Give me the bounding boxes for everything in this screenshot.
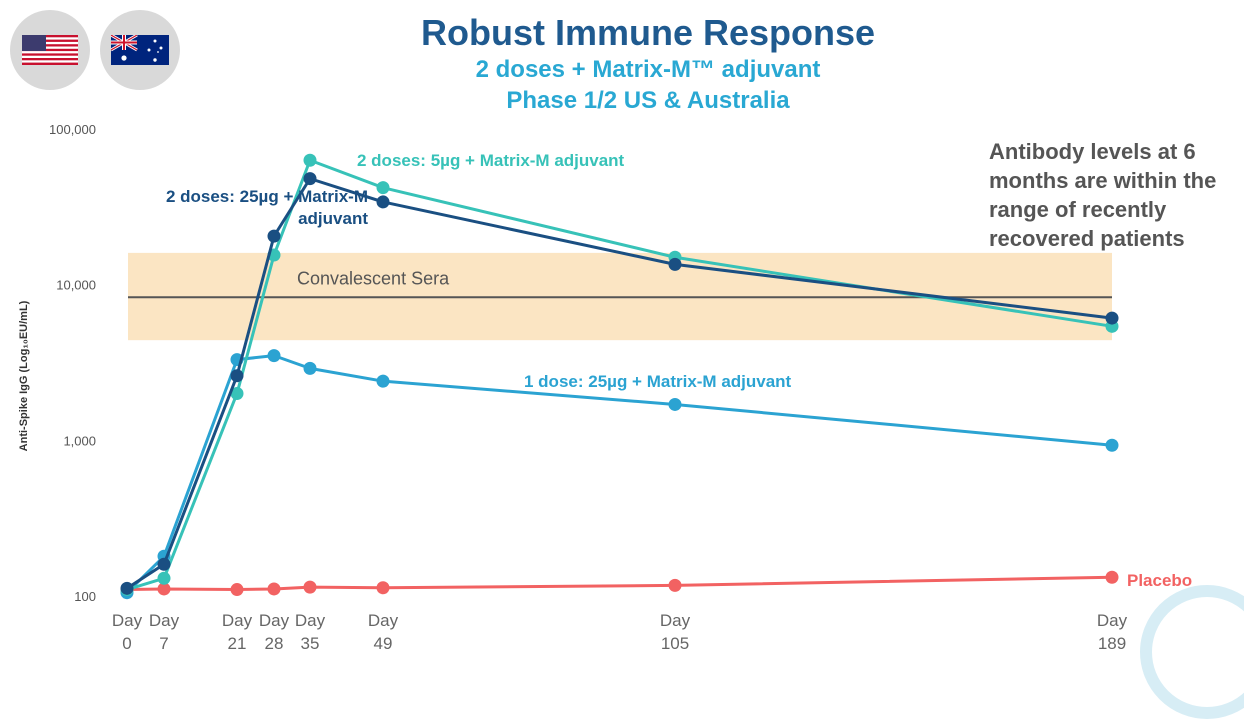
data-point xyxy=(1105,311,1119,325)
australia-flag-badge xyxy=(100,10,180,90)
data-point xyxy=(303,172,317,186)
data-point xyxy=(303,153,317,167)
data-point xyxy=(668,257,682,271)
us-flag-badge xyxy=(10,10,90,90)
data-point xyxy=(157,557,171,571)
x-tick-label: Day xyxy=(368,611,399,630)
x-tick-label: Day xyxy=(222,611,253,630)
x-tick-value: 35 xyxy=(301,634,320,653)
data-point xyxy=(668,397,682,411)
series-line xyxy=(126,575,1113,592)
y-tick-label: 10,000 xyxy=(56,278,96,293)
data-point xyxy=(267,229,281,243)
page-title: Robust Immune Response xyxy=(420,12,876,53)
x-tick-label: Day xyxy=(259,611,290,630)
x-tick-label: Day xyxy=(112,611,143,630)
us-flag-icon xyxy=(22,35,78,65)
x-tick-value: 7 xyxy=(159,634,168,653)
data-point xyxy=(1105,438,1119,452)
y-tick-label: 1,000 xyxy=(63,433,96,448)
series-label: 1 dose: 25µg + Matrix-M adjuvant xyxy=(524,372,792,391)
series-label: 2 doses: 25µg + Matrix-M xyxy=(166,187,368,206)
x-tick-value: 28 xyxy=(265,634,284,653)
data-point xyxy=(230,386,244,400)
x-tick-value: 105 xyxy=(661,634,689,653)
x-tick-label: Day xyxy=(660,611,691,630)
immune-response-chart: Convalescent Sera 100 1,000 10,000 100,000 Da… xyxy=(49,122,1192,653)
antibody-annotation: Antibody levels at 6 months are within t… xyxy=(989,139,1217,251)
series-label: 2 doses: 5µg + Matrix-M adjuvant xyxy=(357,151,625,170)
x-tick-value: 189 xyxy=(1098,634,1126,653)
data-point xyxy=(157,582,171,596)
x-tick-label: Day xyxy=(1097,611,1128,630)
series-label: adjuvant xyxy=(298,209,368,228)
data-point xyxy=(267,349,281,363)
data-point xyxy=(230,369,244,383)
series-line xyxy=(126,177,1113,590)
data-point xyxy=(376,181,390,195)
x-tick-value: 0 xyxy=(122,634,131,653)
series-line xyxy=(125,354,1113,594)
subtitle-dosing: 2 doses + Matrix-M™ adjuvant xyxy=(475,56,821,83)
data-point xyxy=(1105,570,1119,584)
x-tick-value: 21 xyxy=(228,634,247,653)
x-tick-label: Day xyxy=(295,611,326,630)
data-point xyxy=(267,582,281,596)
y-tick-label: 100,000 xyxy=(49,122,96,137)
data-point xyxy=(230,583,244,597)
x-tick-label: Day xyxy=(149,611,180,630)
data-point xyxy=(668,578,682,592)
data-point xyxy=(303,361,317,375)
data-point xyxy=(376,195,390,209)
series-label: Placebo xyxy=(1127,571,1192,590)
australia-flag-icon xyxy=(111,35,169,65)
data-point xyxy=(376,581,390,595)
data-point xyxy=(303,580,317,594)
data-point xyxy=(157,571,171,585)
convalescent-label: Convalescent Sera xyxy=(297,268,450,288)
x-tick-value: 49 xyxy=(374,634,393,653)
data-point xyxy=(120,581,134,595)
subtitle-phase: Phase 1/2 US & Australia xyxy=(506,87,790,114)
data-point xyxy=(376,374,390,388)
y-tick-label: 100 xyxy=(74,589,96,604)
